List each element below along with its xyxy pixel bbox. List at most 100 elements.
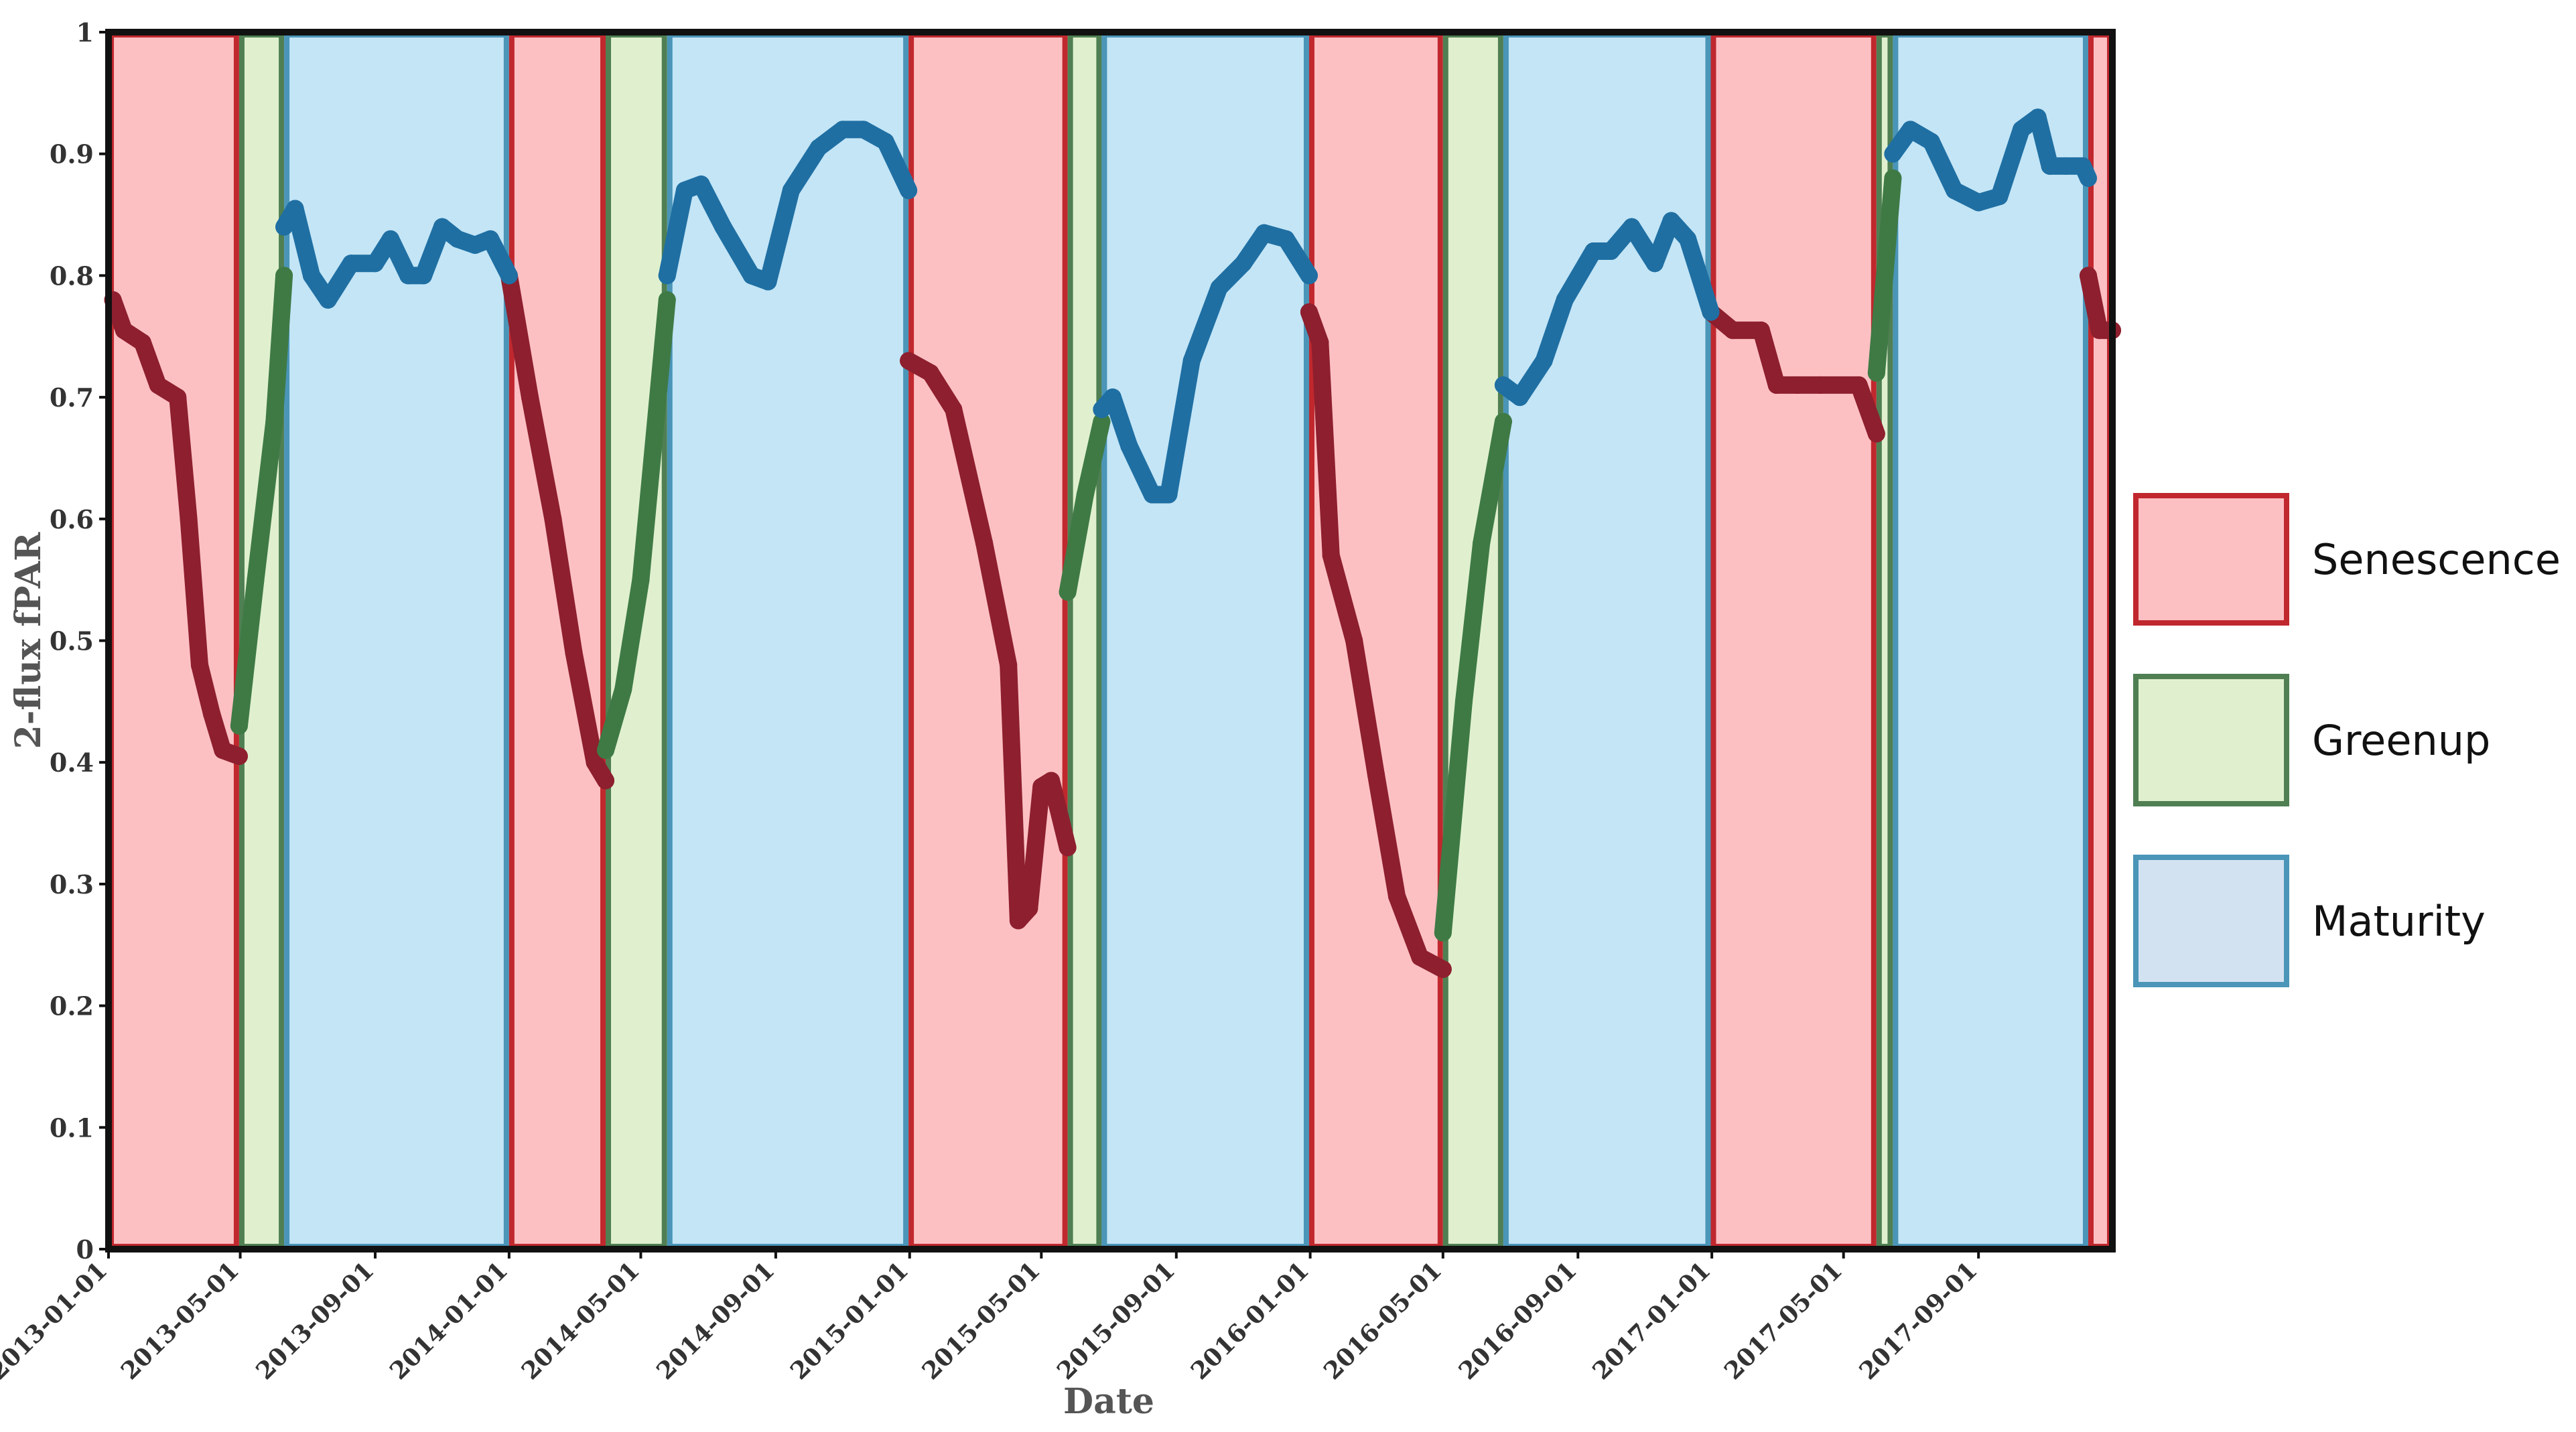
data-point [1093,413,1111,431]
data-point [180,510,198,528]
data-point [399,267,417,285]
phase-band-maturity [1101,32,1309,1249]
data-point [876,133,894,151]
data-point [2029,109,2047,127]
data-point [1345,632,1363,650]
data-point [1076,486,1094,504]
series-segment [1434,693,1473,942]
series-segment [1042,772,1077,857]
data-point [1042,772,1061,790]
data-point [115,321,133,340]
data-point [658,267,676,285]
data-point [1494,413,1512,431]
data-point [149,376,167,394]
series-segment [1345,632,1385,784]
phase-band-senescence [1710,32,1877,1249]
data-point [214,741,232,760]
data-point [202,705,220,723]
data-point [1535,352,1553,370]
series-segment [544,510,583,662]
y-tick-label: 0.9 [50,139,94,169]
data-point [448,230,466,248]
data-point [1922,133,1940,151]
y-axis-title: 2-flux fPAR [8,532,49,749]
series-segment [500,267,539,407]
data-point [133,334,151,352]
data-point [381,230,399,248]
data-point [854,121,872,139]
data-point [833,121,852,139]
data-point [2057,157,2076,175]
data-point [1277,230,1295,248]
data-point [714,218,732,236]
legend-swatch-greenup [2133,674,2289,806]
data-point [190,656,208,674]
data-point [1662,212,1680,230]
data-point [1645,255,1664,273]
y-tick-label: 0.6 [50,504,94,534]
data-point [1120,437,1138,455]
data-point [1300,303,1318,321]
data-point [597,772,615,790]
data-point [1767,376,1785,394]
data-point [433,218,451,236]
series-maturity [275,109,2097,504]
series-segment [1160,352,1201,504]
series-segment [565,644,604,772]
data-point [1970,194,1988,212]
series-segment [2079,267,2108,340]
data-point [1059,583,1077,601]
data-point [415,267,433,285]
data-point [1752,321,1770,340]
series-segment [632,291,676,589]
data-point [466,236,484,254]
legend-swatch-maturity [2133,855,2289,987]
series-segment [180,510,208,674]
y-tick-label: 0.7 [50,382,94,413]
data-point [759,273,777,291]
data-point [1311,334,1329,352]
series-segment [286,200,321,285]
data-point [521,388,539,407]
data-point [675,182,693,200]
data-point [1884,145,1902,163]
legend-swatch-senescence [2133,493,2289,626]
series-segment [1059,486,1094,601]
data-point [1584,242,1603,261]
series-segment [876,133,918,200]
y-axis-ticks: 0 0.1 0.2 0.3 0.4 0.5 0.6 0.7 0.8 0.9 1 [50,17,109,1265]
series-segment [1922,133,1964,200]
data-point [1000,656,1018,674]
data-point [303,267,321,285]
series-segment [1867,169,1902,382]
series-segment [1990,121,2031,206]
series-segment [614,571,650,699]
y-tick-label: 0 [76,1234,94,1265]
series-segment [1182,279,1228,370]
data-point [597,741,615,760]
series-segment [597,681,632,760]
series-senescence [104,267,2121,979]
series-segment [1752,321,1785,394]
data-point [169,388,187,407]
data-point [782,182,800,200]
data-point [2079,267,2097,285]
data-point [366,255,385,273]
series-greenup [230,169,1902,942]
data-point [658,291,676,309]
data-point [900,182,918,200]
y-tick-label: 0.5 [50,626,94,656]
data-point [1059,839,1077,857]
series-segment [1535,291,1574,370]
data-series [104,109,2121,979]
data-point [742,267,760,285]
series-segment [1120,437,1161,504]
data-point [1454,693,1473,711]
data-point [1411,948,1429,966]
data-point [1322,547,1340,565]
phase-band-senescence [2088,32,2113,1249]
data-point [975,534,994,553]
series-segment [247,413,283,589]
data-point [275,218,293,236]
series-segment [265,267,293,431]
